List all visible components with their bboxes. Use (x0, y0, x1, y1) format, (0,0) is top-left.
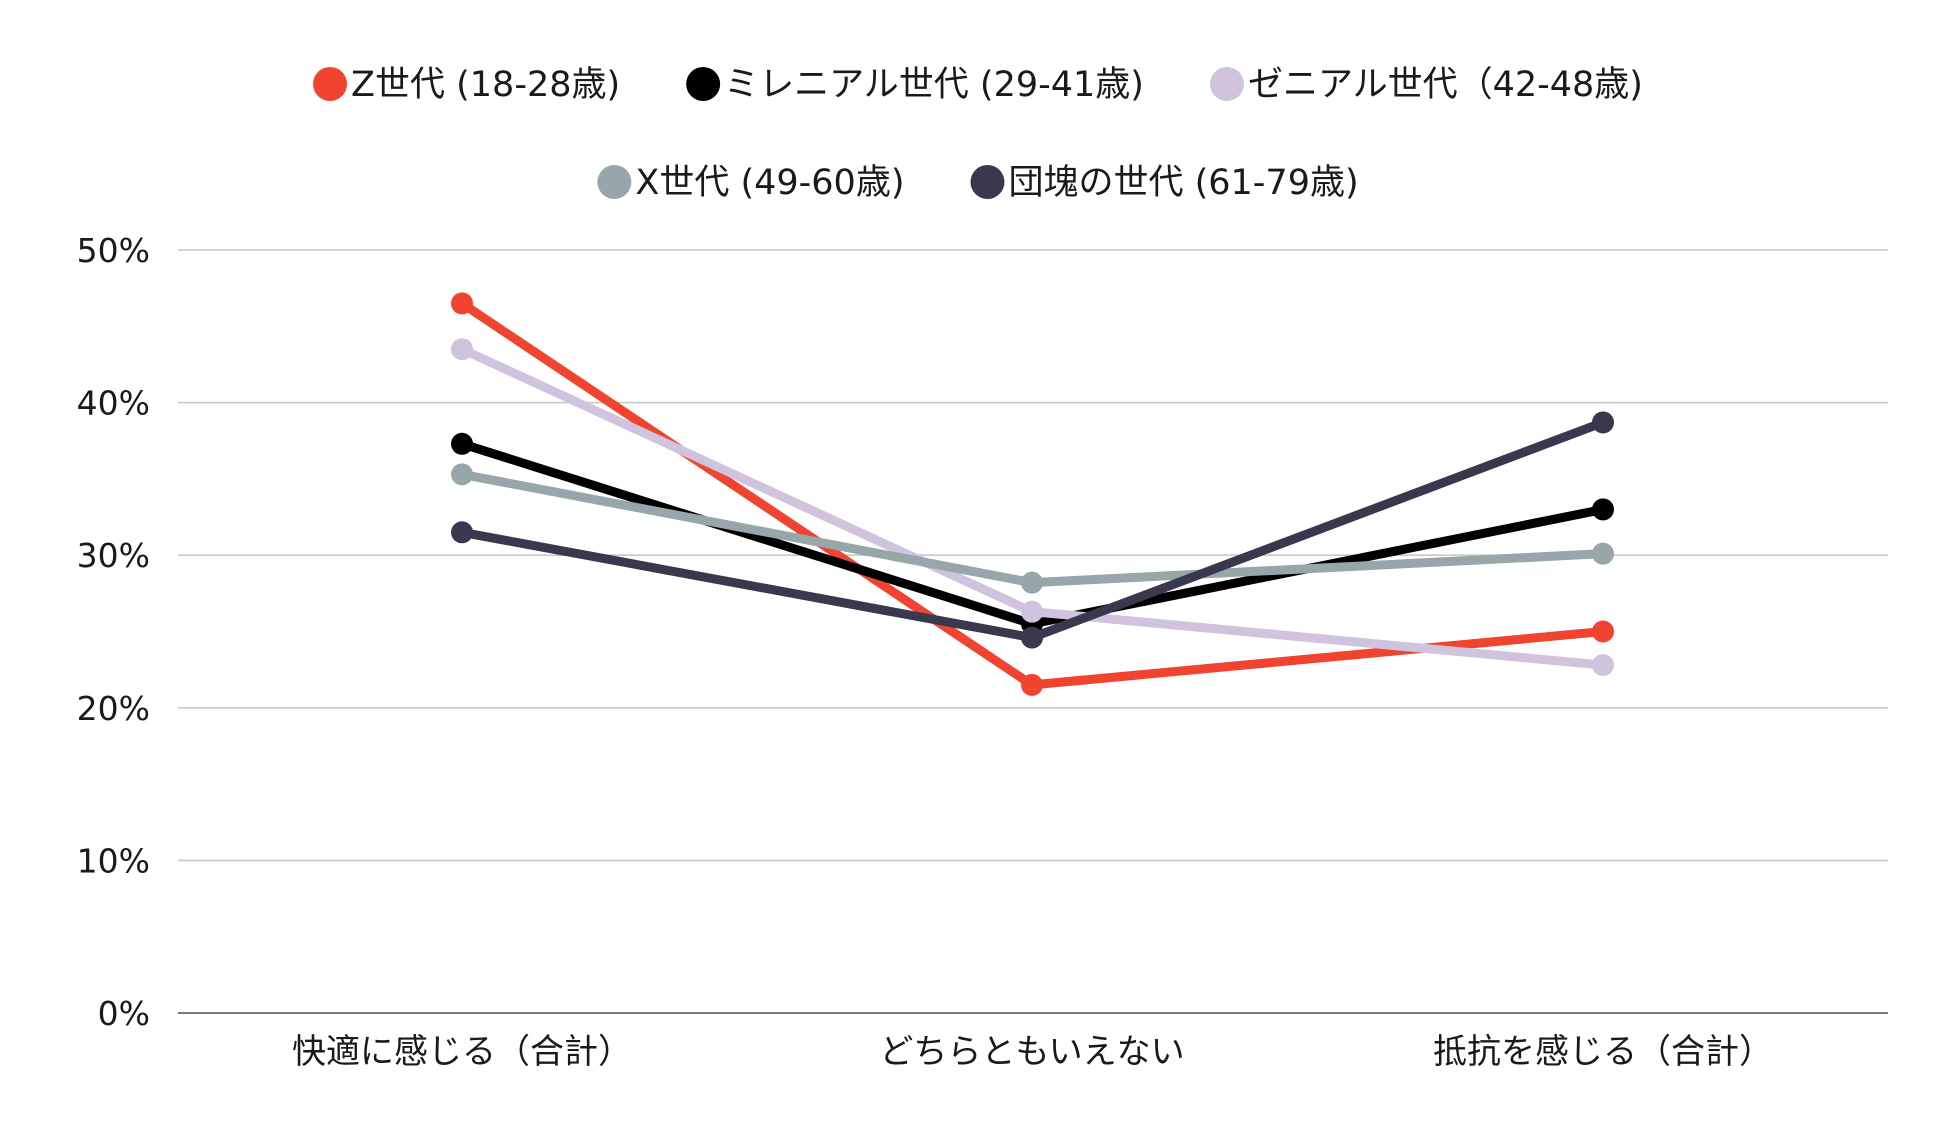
x-axis: 快適に感じる（合計） どちらともいえない 抵抗を感じる（合計） (292, 1032, 1773, 1072)
series-4 (451, 463, 1614, 594)
legend-marker (597, 165, 632, 199)
y-tick-label: 50% (77, 231, 150, 270)
data-point (451, 463, 473, 486)
series-group (451, 292, 1614, 696)
data-point (451, 432, 473, 455)
legend-marker (1209, 67, 1244, 101)
series-5 (451, 411, 1614, 649)
data-point (1021, 600, 1043, 623)
y-tick-label: 10% (77, 841, 150, 880)
y-tick-label: 40% (77, 384, 150, 423)
x-tick-label: 抵抗を感じる（合計） (1433, 1032, 1773, 1072)
legend-label: X世代 (49-60歳) (635, 163, 904, 203)
y-axis: 0% 10% 20% 30% 40% 50% (77, 231, 150, 1033)
data-point (1592, 542, 1614, 565)
data-point (451, 292, 473, 315)
gridlines (178, 249, 1888, 1014)
data-point (451, 338, 473, 361)
data-point (451, 521, 473, 544)
legend-label: 団塊の世代 (61-79歳) (1008, 163, 1358, 203)
legend-marker (313, 67, 348, 101)
x-tick-label: どちらともいえない (879, 1032, 1184, 1072)
legend-item: 団塊の世代 (61-79歳) (970, 163, 1359, 203)
legend-label: Z世代 (18-28歳) (351, 65, 620, 105)
data-point (1021, 673, 1043, 696)
legend-item: Z世代 (18-28歳) (313, 65, 620, 105)
y-tick-label: 20% (77, 689, 150, 728)
legend-label: ミレニアル世代 (29-41歳) (724, 65, 1144, 105)
series-3 (451, 338, 1614, 677)
series-line (457, 439, 1608, 629)
x-tick-label: 快適に感じる（合計） (292, 1032, 632, 1072)
data-point (1592, 620, 1614, 643)
y-tick-label: 30% (77, 536, 150, 575)
data-point (1592, 411, 1614, 434)
legend-item: ゼニアル世代（42-48歳) (1209, 65, 1643, 105)
legend-marker (686, 67, 721, 101)
legend-item: X世代 (49-60歳) (597, 163, 904, 203)
legend: Z世代 (18-28歳) ミレニアル世代 (29-41歳) ゼニアル世代（42-48… (313, 65, 1643, 203)
legend-marker (970, 165, 1005, 199)
data-point (1592, 654, 1614, 677)
data-point (1021, 626, 1043, 649)
legend-label: ゼニアル世代（42-48歳) (1248, 65, 1643, 105)
data-point (1592, 498, 1614, 521)
data-point (1021, 571, 1043, 594)
y-tick-label: 0% (98, 994, 150, 1033)
legend-item: ミレニアル世代 (29-41歳) (686, 65, 1144, 105)
series-2 (451, 432, 1614, 635)
